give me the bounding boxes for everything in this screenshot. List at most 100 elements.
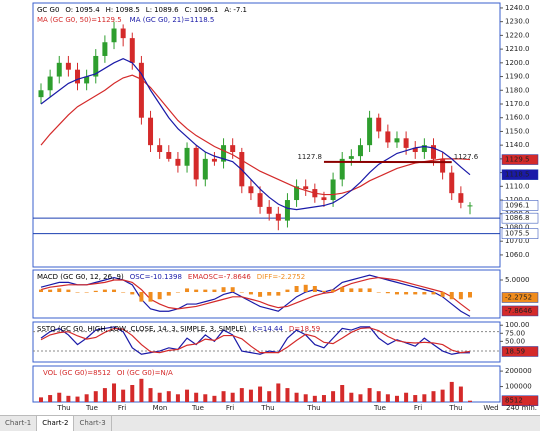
histogram-bar <box>222 391 226 402</box>
histogram-bar <box>349 393 353 402</box>
header-text: -7.1 <box>233 6 247 14</box>
histogram-bar <box>130 385 134 402</box>
histogram-bar <box>249 390 253 402</box>
y-tick-label: 1150.0 <box>505 127 530 135</box>
histogram-bar <box>85 292 89 293</box>
histogram-bar <box>212 396 216 402</box>
histogram-bar <box>158 393 162 402</box>
histogram-bar <box>76 397 80 402</box>
histogram-bar <box>450 292 454 299</box>
candle-body <box>203 159 208 180</box>
x-tick-label: Thu <box>306 404 320 412</box>
candle-body <box>276 214 281 221</box>
histogram-bar <box>66 396 70 402</box>
legend-name: MA (GC G0, 21) <box>130 16 185 24</box>
legend-name: VOL (GC G0) <box>43 369 87 377</box>
histogram-bar <box>322 395 326 402</box>
candle-body <box>358 145 363 156</box>
histogram-bar <box>285 388 289 402</box>
histogram-bar <box>358 288 362 292</box>
histogram-bar <box>395 396 399 402</box>
histogram-bar <box>139 379 143 402</box>
candle-body <box>39 90 44 97</box>
header-text: C: <box>185 6 192 14</box>
header-text: 1096.1 <box>194 6 219 14</box>
histogram-bar <box>240 388 244 402</box>
y-tick-label: 75.00 <box>505 329 525 337</box>
candle-body <box>212 159 217 162</box>
y-tick-label: 1220.0 <box>505 31 530 39</box>
histogram-bar <box>76 292 80 293</box>
legend-value: 8512 <box>93 369 111 377</box>
header-text: MACD (GC G0, 12, 26, 9) <box>37 273 124 281</box>
x-tick-label: Wed <box>483 404 498 412</box>
histogram-bar <box>304 285 308 292</box>
histogram-bar <box>158 292 162 299</box>
legend-value: 1118.5 <box>190 16 215 24</box>
plot-area <box>33 22 500 234</box>
legend-name: OI (GC G0) <box>117 369 155 377</box>
histogram-bar <box>57 288 61 292</box>
x-tick-label: Fri <box>414 404 422 412</box>
legend-name: MA (GC G0, 50) <box>37 16 92 24</box>
value-badge-label: 1086.8 <box>505 214 530 222</box>
candle-body <box>130 38 135 63</box>
x-tick-label: Tue <box>85 404 98 412</box>
y-tick-label: 1190.0 <box>505 73 530 81</box>
histogram-bar <box>194 290 198 292</box>
y-tick-label: 1060.0 <box>505 251 530 259</box>
candle-body <box>303 186 308 189</box>
histogram-bar <box>413 395 417 402</box>
histogram-bar <box>413 292 417 294</box>
header-text: 1098.5 <box>115 6 140 14</box>
histogram-bar <box>431 391 435 402</box>
histogram-bar <box>267 391 271 402</box>
histogram-bar <box>295 286 299 292</box>
y-tick-label: 1170.0 <box>505 100 530 108</box>
header-text: O: <box>65 6 73 14</box>
histogram-bar <box>167 292 171 296</box>
legend-name: DIFF <box>257 273 273 281</box>
histogram-bar <box>313 286 317 292</box>
chart-tab[interactable]: Chart-2 <box>37 416 74 431</box>
candle-body <box>394 138 399 142</box>
histogram-bar <box>85 394 89 402</box>
histogram-bar <box>130 292 134 294</box>
histogram-bar <box>267 292 271 296</box>
y-tick-label: 100000 <box>505 383 532 391</box>
histogram-bar <box>176 292 180 293</box>
x-tick-label: Thu <box>448 404 462 412</box>
chart: 1240.01230.01220.01210.01200.01190.01180… <box>0 0 540 415</box>
chart-tab[interactable]: Chart-1 <box>0 416 37 431</box>
candle-body <box>458 193 463 203</box>
candle-body <box>75 70 80 84</box>
legend-value: -7.8646 <box>224 273 252 281</box>
histogram-bar <box>66 290 70 292</box>
legend-value: N/A <box>160 369 173 377</box>
histogram-bar <box>149 388 153 402</box>
candle-body <box>449 173 454 194</box>
chart-tab[interactable]: Chart-3 <box>74 416 111 431</box>
trend-label: 1127.6 <box>454 153 479 161</box>
candle-body <box>48 77 53 91</box>
histogram-bar <box>349 288 353 292</box>
candle-body <box>331 179 336 200</box>
y-tick-label: 50.00 <box>505 337 525 345</box>
histogram-bar <box>404 292 408 294</box>
candle-body <box>258 193 263 207</box>
indicator-line <box>41 275 470 316</box>
y-tick-label: 200000 <box>505 367 532 375</box>
candle-body <box>166 152 171 159</box>
legend-value: 18.59 <box>300 325 320 333</box>
candle-body <box>66 63 71 70</box>
candle-body <box>440 159 445 173</box>
histogram-bar <box>185 390 189 402</box>
histogram-bar <box>112 383 116 402</box>
histogram-bar <box>441 292 445 297</box>
header-text: H: <box>106 6 114 14</box>
histogram-bar <box>431 292 435 294</box>
